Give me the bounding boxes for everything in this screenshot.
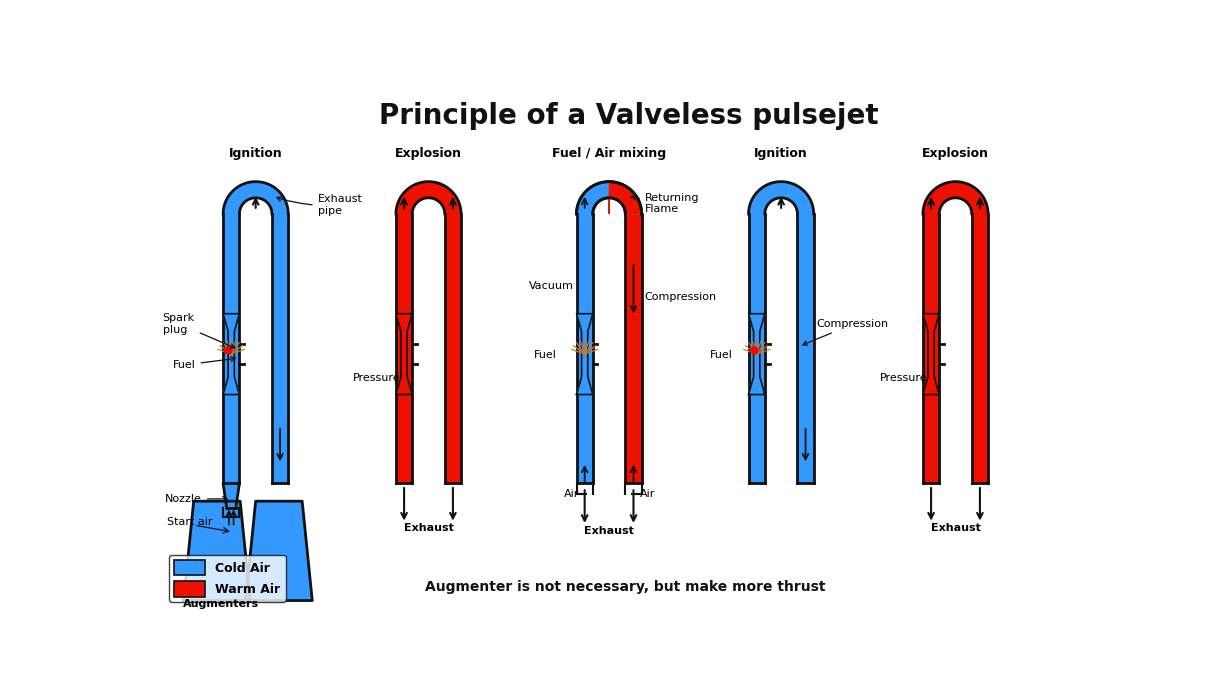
Text: Augmenters: Augmenters <box>183 599 259 608</box>
Text: Fuel: Fuel <box>173 357 236 370</box>
Polygon shape <box>923 182 988 214</box>
Polygon shape <box>577 182 609 214</box>
Polygon shape <box>223 214 239 484</box>
Polygon shape <box>396 182 461 214</box>
Text: Exhaust: Exhaust <box>930 523 980 533</box>
Text: Pressure: Pressure <box>353 373 401 383</box>
Polygon shape <box>748 182 814 214</box>
Text: Explosion: Explosion <box>395 147 463 160</box>
Polygon shape <box>748 214 764 484</box>
Polygon shape <box>609 182 642 214</box>
Text: Air: Air <box>639 489 655 499</box>
Polygon shape <box>396 314 412 394</box>
Polygon shape <box>272 214 288 484</box>
Text: Nozzle: Nozzle <box>164 494 227 504</box>
Polygon shape <box>577 182 642 214</box>
Text: Fuel: Fuel <box>710 350 733 360</box>
Polygon shape <box>396 214 412 484</box>
Polygon shape <box>577 314 593 394</box>
Polygon shape <box>923 214 939 484</box>
Text: Exhaust: Exhaust <box>584 525 634 536</box>
Text: Start air: Start air <box>167 517 212 527</box>
Text: Compression: Compression <box>644 292 717 303</box>
Polygon shape <box>923 314 939 394</box>
Text: Compression: Compression <box>802 319 888 345</box>
Polygon shape <box>577 214 593 484</box>
Polygon shape <box>972 214 988 484</box>
Text: Returning
Flame: Returning Flame <box>631 193 699 214</box>
Polygon shape <box>245 501 312 600</box>
Text: Ignition: Ignition <box>228 147 282 160</box>
Polygon shape <box>184 501 250 600</box>
Polygon shape <box>748 314 764 394</box>
Text: Spark
plug: Spark plug <box>163 313 234 348</box>
Text: Principle of a Valveless pulsejet: Principle of a Valveless pulsejet <box>379 102 879 130</box>
Polygon shape <box>223 484 239 508</box>
Text: Vacuum: Vacuum <box>529 281 573 292</box>
Text: Augmenter is not necessary, but make more thrust: Augmenter is not necessary, but make mor… <box>425 580 825 593</box>
Text: Fuel: Fuel <box>534 350 557 360</box>
Polygon shape <box>444 214 461 484</box>
Text: Air: Air <box>563 489 579 499</box>
Text: Exhaust
pipe: Exhaust pipe <box>277 194 362 216</box>
Text: Exhaust: Exhaust <box>404 523 454 533</box>
Text: Pressure: Pressure <box>880 373 928 383</box>
Text: Explosion: Explosion <box>921 147 989 160</box>
Polygon shape <box>626 214 642 484</box>
Polygon shape <box>223 182 288 214</box>
Legend: Cold Air, Warm Air: Cold Air, Warm Air <box>169 555 286 602</box>
Polygon shape <box>798 214 814 484</box>
Text: Ignition: Ignition <box>755 147 809 160</box>
Polygon shape <box>223 314 239 394</box>
Text: Fuel / Air mixing: Fuel / Air mixing <box>552 147 666 160</box>
